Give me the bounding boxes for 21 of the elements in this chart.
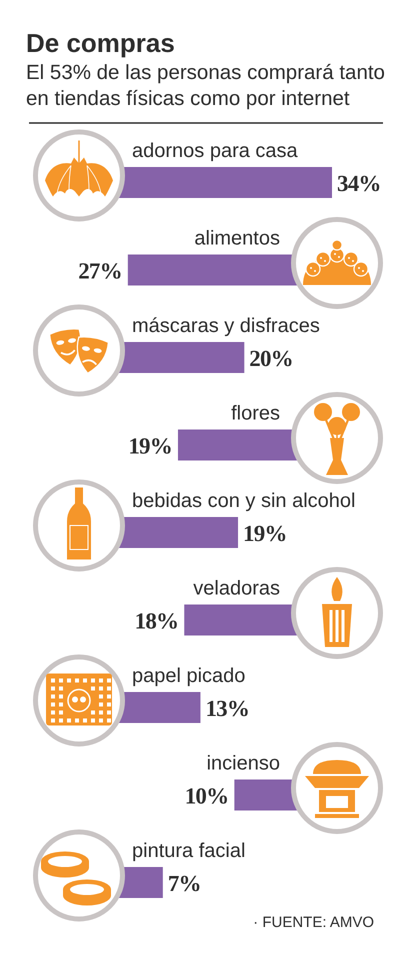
y-tick-label: incienso xyxy=(206,752,280,774)
chart-subtitle: El 53% de las personas comprará tanto en tiendas físicas como por internet xyxy=(26,61,385,110)
data-label: 19% xyxy=(128,434,172,458)
y-tick-label: flores xyxy=(231,402,280,424)
data-label: 7% xyxy=(168,871,201,896)
y-tick-label: adornos para casa xyxy=(132,140,299,162)
y-tick-label: máscaras y disfraces xyxy=(132,315,320,337)
data-label: 27% xyxy=(78,258,122,284)
data-label: 13% xyxy=(205,696,250,721)
y-tick-label: papel picado xyxy=(132,665,246,687)
y-tick-label: veladoras xyxy=(193,578,280,600)
data-label: 10% xyxy=(184,784,228,808)
y-tick-label: alimentos xyxy=(194,228,280,250)
data-label: 34% xyxy=(337,171,381,196)
y-tick-label: pintura facial xyxy=(132,840,246,862)
data-label: 18% xyxy=(134,608,178,634)
y-tick-label: bebidas con y sin alcohol xyxy=(132,490,356,512)
data-label: 19% xyxy=(243,521,287,546)
data-label: 20% xyxy=(249,346,293,371)
annotation: · FUENTE: AMVO xyxy=(253,914,374,931)
chart-title: De compras xyxy=(26,28,175,58)
